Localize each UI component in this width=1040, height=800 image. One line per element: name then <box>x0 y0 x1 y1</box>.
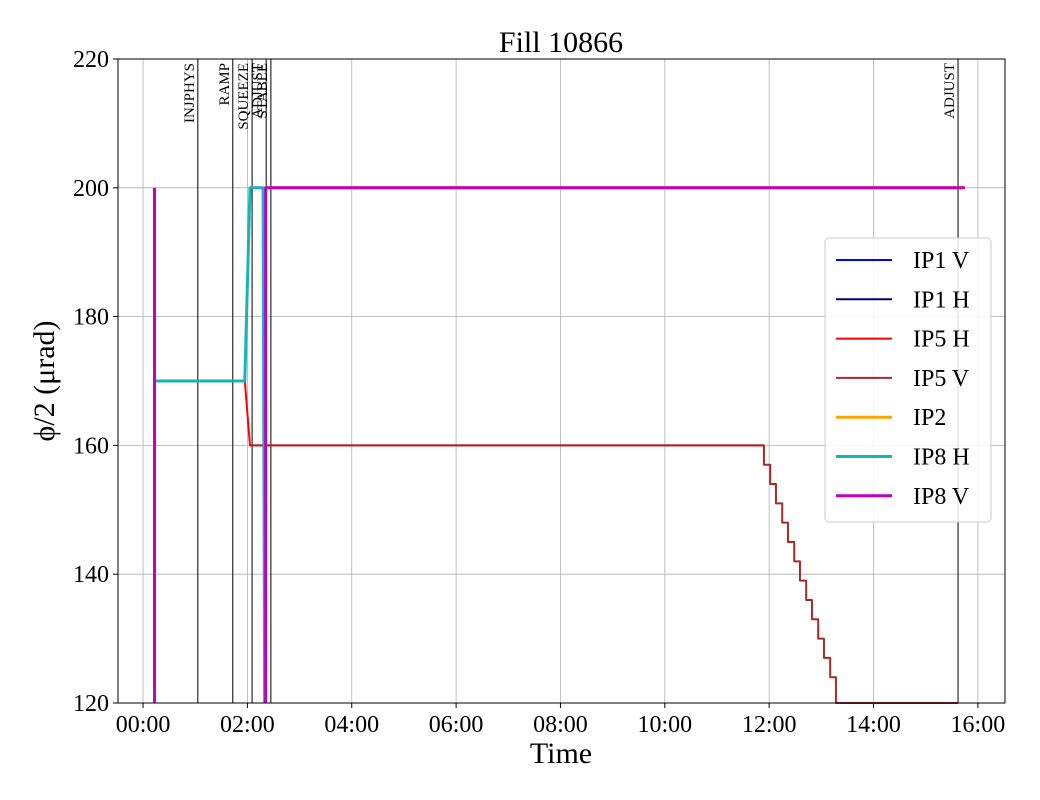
x-tick-label: 02:00 <box>220 712 275 738</box>
plot-frame <box>117 58 1006 704</box>
y-axis-label: ϕ/2 (μrad) <box>28 321 61 442</box>
y-tick-label: 120 <box>73 691 109 717</box>
x-tick-label: 00:00 <box>116 712 171 738</box>
phase-label: ADJUST <box>942 63 958 119</box>
legend-label: IP5 V <box>913 366 970 392</box>
x-tick-label: 16:00 <box>951 712 1006 738</box>
legend-label: IP1 H <box>913 287 970 313</box>
phase-label: RAMP <box>217 63 233 106</box>
y-tick-label: 220 <box>73 47 109 73</box>
legend-label: IP1 V <box>913 248 970 274</box>
y-tick-label: 140 <box>73 562 109 588</box>
series-line <box>153 186 965 703</box>
legend-box <box>824 237 992 523</box>
phase-label: SQUEEZE <box>236 63 252 130</box>
x-tick-label: 12:00 <box>742 712 797 738</box>
series-line <box>250 444 959 704</box>
y-tick-label: 200 <box>73 176 109 202</box>
x-tick-label: 06:00 <box>429 712 484 738</box>
phase-label: ADJUST <box>250 63 266 119</box>
legend-label: IP8 H <box>913 445 970 471</box>
x-tick-label: 04:00 <box>324 712 379 738</box>
x-tick-label: 08:00 <box>533 712 588 738</box>
x-axis-label: Time <box>530 737 592 770</box>
y-tick-label: 160 <box>73 433 109 459</box>
legend-label: IP5 H <box>913 327 970 353</box>
phase-label: STABLE <box>255 63 271 118</box>
x-tick-label: 10:00 <box>637 712 692 738</box>
y-tick-label: 180 <box>73 305 109 331</box>
legend-label: IP8 V <box>913 484 970 510</box>
x-tick-label: 14:00 <box>846 712 901 738</box>
series-line <box>154 186 267 704</box>
chart-title: Fill 10866 <box>499 26 623 59</box>
legend-label: IP2 <box>913 405 946 431</box>
phase-label: INJPHYS <box>182 63 198 123</box>
